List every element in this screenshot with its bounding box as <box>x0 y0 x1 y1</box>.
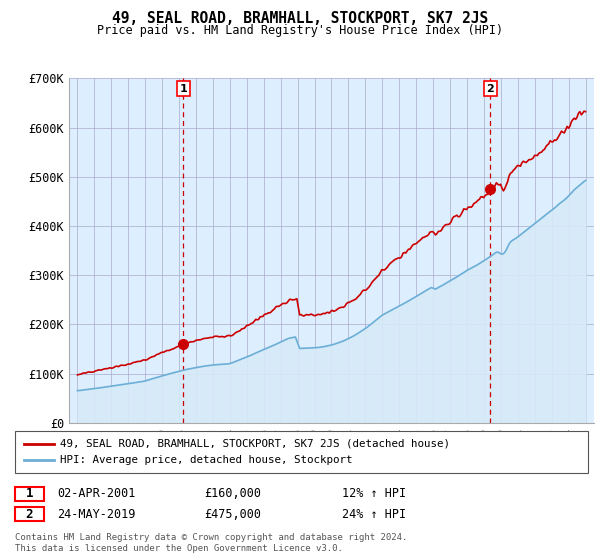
Text: 49, SEAL ROAD, BRAMHALL, STOCKPORT, SK7 2JS: 49, SEAL ROAD, BRAMHALL, STOCKPORT, SK7 … <box>112 11 488 26</box>
Text: Price paid vs. HM Land Registry's House Price Index (HPI): Price paid vs. HM Land Registry's House … <box>97 24 503 36</box>
Text: 2: 2 <box>487 83 494 94</box>
Text: HPI: Average price, detached house, Stockport: HPI: Average price, detached house, Stoc… <box>60 455 353 465</box>
Text: 02-APR-2001: 02-APR-2001 <box>57 487 136 501</box>
Text: Contains HM Land Registry data © Crown copyright and database right 2024.
This d: Contains HM Land Registry data © Crown c… <box>15 533 407 553</box>
Text: 1: 1 <box>179 83 187 94</box>
Text: 24-MAY-2019: 24-MAY-2019 <box>57 507 136 521</box>
Text: 12% ↑ HPI: 12% ↑ HPI <box>342 487 406 501</box>
Text: 49, SEAL ROAD, BRAMHALL, STOCKPORT, SK7 2JS (detached house): 49, SEAL ROAD, BRAMHALL, STOCKPORT, SK7 … <box>60 438 450 449</box>
Text: £475,000: £475,000 <box>204 507 261 521</box>
Text: 24% ↑ HPI: 24% ↑ HPI <box>342 507 406 521</box>
Text: 2: 2 <box>26 507 33 521</box>
Text: 1: 1 <box>26 487 33 501</box>
Text: £160,000: £160,000 <box>204 487 261 501</box>
